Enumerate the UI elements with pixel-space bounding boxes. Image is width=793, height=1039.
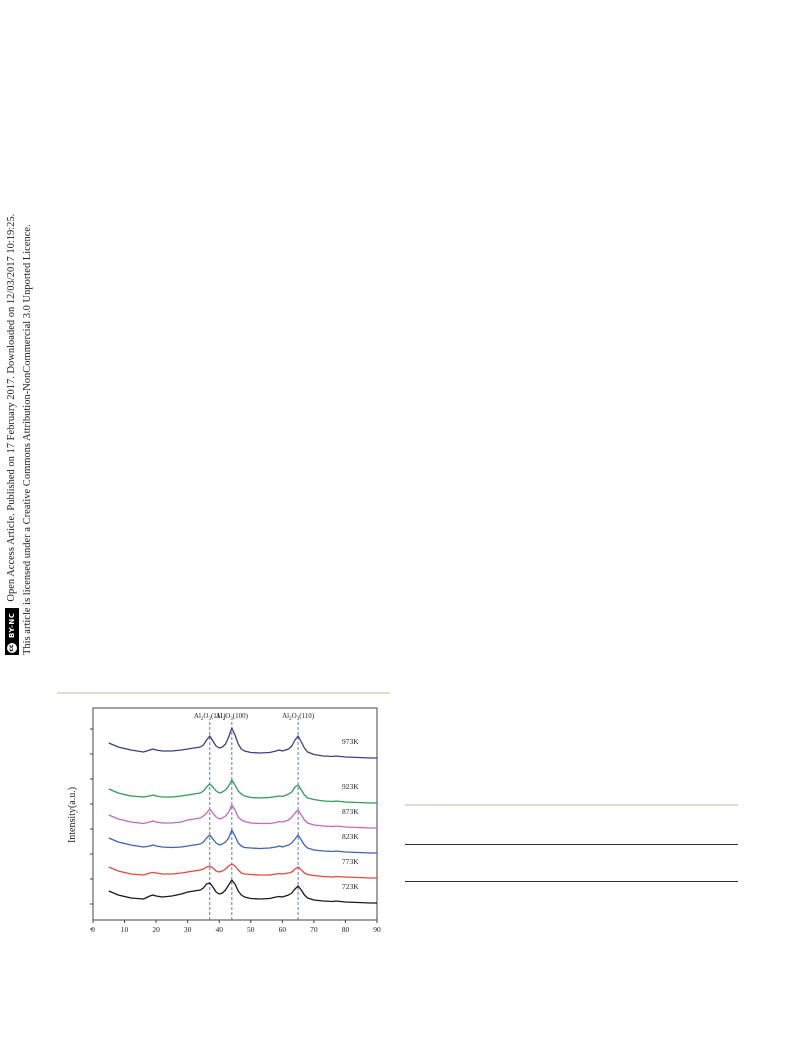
series-line-773K [108, 863, 377, 879]
table-bottom-rule [405, 881, 738, 882]
plot-frame [92, 707, 378, 921]
series-line-923K [108, 779, 377, 804]
table-header-rule [405, 844, 738, 845]
series-line-723K [108, 879, 377, 904]
series-label-873K: 873K [342, 807, 359, 816]
peak-label-1: Al2O3(111) [194, 712, 226, 722]
x-axis-ticks: 0 10 20 30 40 50 60 70 80 90 [91, 920, 381, 934]
series-label-923K: 923K [342, 782, 359, 791]
x-tick-label: 60 [279, 925, 287, 934]
table-top-rule [405, 804, 738, 806]
y-axis-ticks [90, 728, 93, 930]
series-label-773K: 773K [342, 857, 359, 866]
x-tick-label: 20 [152, 925, 160, 934]
x-tick-label: 80 [342, 925, 350, 934]
x-tick-label: 10 [121, 925, 129, 934]
y-axis-label: Intensity(a.u.) [67, 787, 78, 843]
x-tick-label: 40 [215, 925, 223, 934]
x-tick-label: 30 [184, 925, 192, 934]
peak-labels: Al2O3(111)Al2O3(100) Al2O3(110) [194, 712, 315, 722]
series-line-973K [108, 727, 377, 759]
series-label-723K: 723K [342, 882, 359, 891]
x-tick-label: 70 [310, 925, 318, 934]
series-line-873K [108, 804, 377, 829]
series-labels: 723K 773K 823K 873K 923K 973K [342, 737, 359, 891]
series-label-823K: 823K [342, 832, 359, 841]
x-tick-label: 90 [373, 925, 381, 934]
left-divider [57, 692, 390, 694]
peak-label-3: Al2O3(110) [282, 712, 315, 722]
peak-label-2: Al2O3(100) [216, 712, 249, 722]
x-tick-label: 50 [247, 925, 255, 934]
series-line-823K [108, 829, 377, 854]
x-tick-label: 0 [91, 925, 95, 934]
series-label-973K: 973K [342, 737, 359, 746]
series-layer [108, 727, 377, 904]
